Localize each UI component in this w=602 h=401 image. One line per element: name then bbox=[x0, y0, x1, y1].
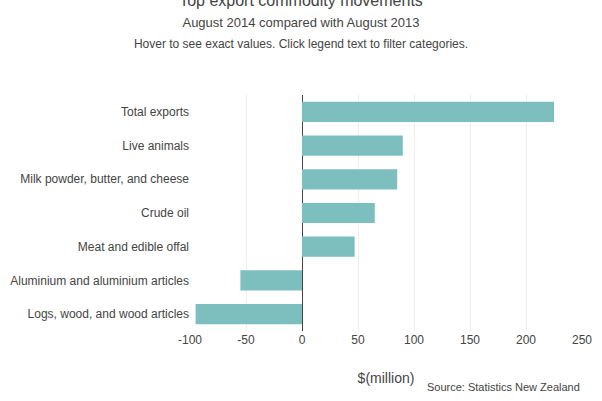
svg-text:Meat and edible offal: Meat and edible offal bbox=[78, 240, 189, 254]
svg-text:Milk powder, butter, and chees: Milk powder, butter, and cheese bbox=[20, 172, 189, 186]
svg-text:$(million): $(million) bbox=[358, 370, 415, 386]
svg-text:Aluminium and aluminium articl: Aluminium and aluminium articles bbox=[10, 274, 189, 288]
svg-text:Source: Statistics New Zealand: Source: Statistics New Zealand bbox=[427, 381, 580, 393]
svg-text:150: 150 bbox=[460, 333, 480, 347]
svg-text:Crude oil: Crude oil bbox=[141, 206, 189, 220]
svg-text:Live animals: Live animals bbox=[122, 139, 189, 153]
svg-text:Logs, wood, and wood articles: Logs, wood, and wood articles bbox=[28, 307, 189, 321]
svg-text:-100: -100 bbox=[178, 333, 202, 347]
svg-text:250: 250 bbox=[572, 333, 592, 347]
svg-text:50: 50 bbox=[351, 333, 365, 347]
svg-text:-50: -50 bbox=[237, 333, 255, 347]
svg-text:0: 0 bbox=[299, 333, 306, 347]
svg-text:200: 200 bbox=[516, 333, 536, 347]
svg-text:Total exports: Total exports bbox=[121, 105, 189, 119]
svg-text:100: 100 bbox=[404, 333, 424, 347]
svg-text:Top export commodity movements: Top export commodity movementsAugust 201… bbox=[134, 0, 468, 51]
